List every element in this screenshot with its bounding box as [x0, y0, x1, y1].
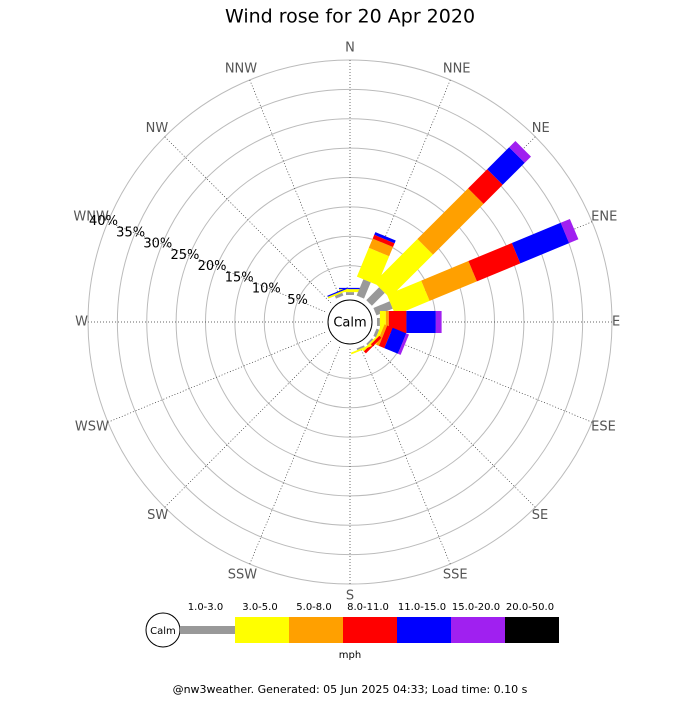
direction-label: S	[346, 589, 354, 604]
legend-label: 5.0-8.0	[296, 602, 331, 613]
direction-label: ENE	[591, 210, 617, 225]
r-tick-label: 5%	[287, 293, 308, 308]
wind-bar	[417, 188, 484, 255]
wind-bar	[323, 308, 327, 316]
direction-label: NE	[532, 121, 550, 136]
wind-bar	[397, 333, 409, 355]
grid-ring	[116, 88, 584, 556]
legend-swatch	[289, 617, 343, 643]
wind-bar	[374, 239, 433, 298]
r-tick-label: 15%	[225, 270, 254, 285]
wind-bar	[560, 219, 579, 244]
legend-swatch	[451, 617, 505, 643]
spoke	[249, 346, 340, 565]
r-tick-label: 35%	[116, 225, 145, 240]
wind-bar	[378, 325, 393, 349]
direction-label: NNE	[443, 61, 471, 76]
direction-label: NW	[146, 121, 169, 136]
r-tick-label: 40%	[89, 214, 118, 229]
wind-bar	[509, 141, 531, 163]
wind-bar	[374, 232, 396, 244]
wind-bar	[435, 311, 442, 333]
legend-label: 11.0-15.0	[398, 602, 446, 613]
r-tick-label: 25%	[170, 248, 199, 263]
direction-label: SE	[532, 508, 548, 523]
wind-bar	[356, 247, 390, 285]
direction-label: NNW	[225, 61, 257, 76]
wind-bar	[366, 287, 385, 306]
calm-circle	[327, 299, 373, 345]
legend-swatch	[505, 617, 559, 643]
wind-bar	[406, 311, 436, 333]
wind-bar	[336, 345, 344, 349]
spoke	[107, 221, 326, 312]
wind-bar	[388, 311, 407, 333]
wind-bar	[366, 338, 374, 346]
spoke	[107, 332, 326, 423]
legend-label: 20.0-50.0	[506, 602, 554, 613]
legend-label: 15.0-20.0	[452, 602, 500, 613]
wind-bar	[350, 344, 372, 355]
wind-bar	[356, 345, 365, 351]
grid-ring	[146, 118, 554, 526]
wind-bar	[384, 327, 407, 354]
wind-bar	[372, 234, 395, 247]
legend-swatch	[235, 617, 289, 643]
wind-bar	[323, 328, 327, 336]
unit-label: mph	[339, 650, 361, 661]
wind-bar	[387, 280, 430, 316]
spoke	[164, 136, 332, 304]
wind-bar	[346, 292, 354, 295]
wind-bar	[368, 238, 393, 257]
spoke	[360, 346, 451, 565]
direction-label: ESE	[591, 419, 616, 434]
legend-swatch	[397, 617, 451, 643]
wind-bar	[373, 301, 393, 316]
wind-bar	[363, 335, 382, 354]
spoke	[249, 79, 340, 298]
wind-bar	[376, 324, 388, 346]
legend-swatch	[343, 617, 397, 643]
grid-ring	[175, 147, 525, 497]
footer: @nw3weather. Generated: 05 Jun 2025 04:3…	[173, 683, 528, 696]
direction-label: W	[75, 315, 88, 330]
legend-label: 3.0-5.0	[242, 602, 277, 613]
direction-label: SSE	[443, 568, 468, 583]
wind-bar	[511, 222, 570, 264]
direction-label: N	[345, 41, 355, 56]
wind-bar	[468, 169, 503, 204]
direction-label: WSW	[75, 419, 109, 434]
spoke	[164, 340, 332, 508]
wind-bar	[421, 261, 477, 301]
legend-calm-label: Calm	[150, 626, 176, 637]
wind-bar	[487, 147, 525, 185]
legend-label: 1.0-3.0	[188, 602, 223, 613]
spoke	[368, 340, 536, 508]
wind-bar	[327, 288, 349, 299]
r-tick-label: 30%	[143, 237, 172, 252]
wind-bar	[468, 243, 521, 282]
wind-bar	[339, 287, 361, 290]
r-tick-label: 20%	[198, 259, 227, 274]
chart-title: Wind rose for 20 Apr 2020	[225, 6, 475, 28]
wind-bar	[356, 279, 371, 299]
wind-bar	[327, 287, 348, 297]
legend-swatch	[180, 626, 235, 634]
direction-label: SSW	[228, 568, 258, 583]
r-tick-label: 10%	[252, 282, 281, 297]
direction-label: WNW	[73, 210, 109, 225]
wind-bar	[334, 292, 344, 299]
wind-bar	[373, 328, 380, 338]
calm-label: Calm	[333, 316, 366, 331]
spoke	[374, 332, 593, 423]
direction-label: SW	[147, 508, 168, 523]
legend-label: 8.0-11.0	[347, 602, 389, 613]
wind-bar	[377, 318, 380, 326]
grid-ring	[234, 206, 466, 438]
direction-label: E	[612, 315, 620, 330]
